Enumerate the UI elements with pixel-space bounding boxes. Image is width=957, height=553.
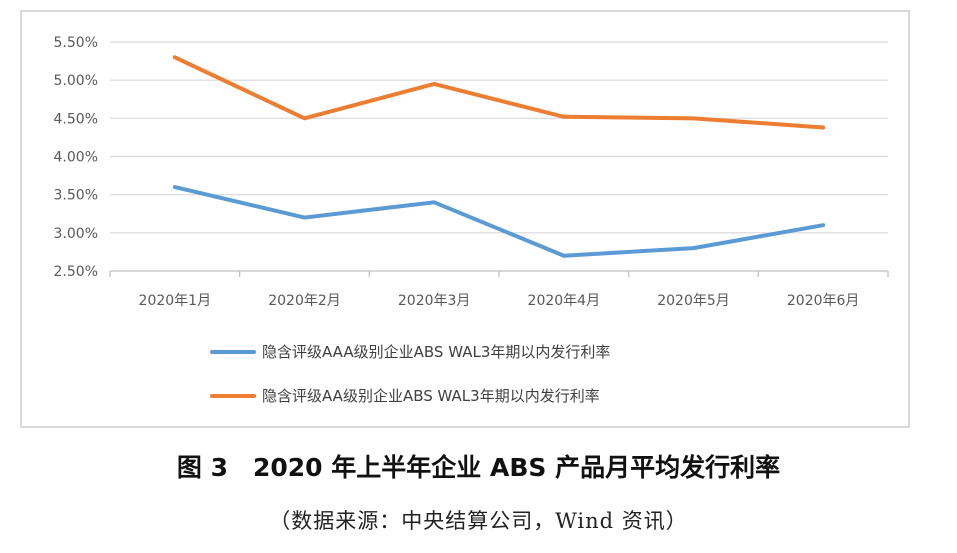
x-tick-label: 2020年4月 — [528, 293, 601, 309]
y-tick-label: 5.00% — [54, 73, 98, 89]
y-tick-label: 3.50% — [54, 188, 98, 204]
legend-label-2: 隐含评级AA级别企业ABS WAL3年期以内发行利率 — [262, 387, 600, 405]
data-source-note: （数据来源：中央结算公司，Wind 资讯） — [269, 509, 688, 533]
y-tick-label: 3.00% — [54, 226, 98, 242]
y-tick-label: 4.00% — [54, 150, 98, 166]
y-tick-label: 2.50% — [54, 264, 98, 280]
line-chart: 5.50% 5.00% 4.50% 4.00% 3.50% 3.00% 2.50% 2020… — [54, 35, 889, 405]
series-line-2 — [172, 55, 826, 130]
legend-label-1: 隐含评级AAA级别企业ABS WAL3年期以内发行利率 — [262, 343, 610, 361]
x-tick-label: 2020年1月 — [139, 293, 212, 309]
x-tick-label: 2020年2月 — [268, 293, 341, 309]
chart-frame: 5.50% 5.00% 4.50% 4.00% 3.50% 3.00% 2.50% 2020… — [20, 10, 910, 428]
figure-caption: 图 3 2020 年上半年企业 ABS 产品月平均发行利率 — [176, 453, 781, 482]
series-line-1 — [172, 185, 826, 258]
x-tick-label: 2020年6月 — [787, 293, 860, 309]
x-tick-label: 2020年3月 — [398, 293, 471, 309]
y-tick-label: 5.50% — [54, 35, 98, 51]
x-tick-label: 2020年5月 — [657, 293, 730, 309]
y-tick-label: 4.50% — [54, 111, 98, 127]
